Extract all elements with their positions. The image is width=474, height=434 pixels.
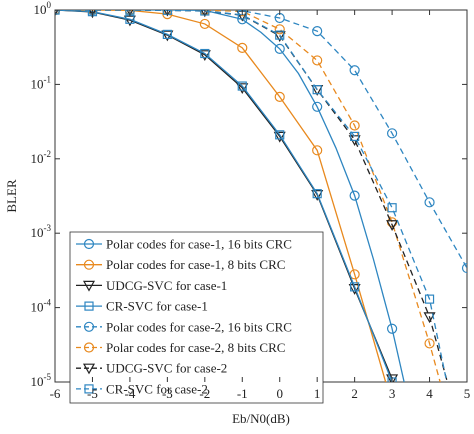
marker bbox=[84, 384, 94, 394]
y-axis-label: BLER bbox=[4, 179, 19, 213]
marker bbox=[82, 280, 96, 292]
marker bbox=[423, 312, 436, 324]
marker bbox=[424, 294, 435, 304]
legend-label: Polar codes for case-2, 8 bits CRC bbox=[106, 340, 285, 355]
series-line bbox=[55, 10, 448, 382]
marker bbox=[83, 259, 95, 270]
marker bbox=[83, 238, 95, 250]
marker bbox=[424, 338, 435, 349]
marker bbox=[162, 29, 172, 39]
y-tick-label: 10-3 bbox=[31, 223, 52, 240]
x-axis-label: Eb/N0(dB) bbox=[232, 411, 290, 426]
legend-box bbox=[69, 231, 324, 404]
marker bbox=[387, 203, 397, 213]
marker bbox=[311, 190, 324, 201]
marker bbox=[350, 131, 360, 142]
marker bbox=[83, 342, 95, 353]
y-tick-label: 10-1 bbox=[31, 74, 52, 91]
marker bbox=[386, 220, 399, 231]
marker bbox=[237, 81, 247, 91]
marker bbox=[312, 85, 322, 95]
marker bbox=[273, 131, 286, 143]
marker bbox=[386, 128, 398, 139]
marker bbox=[274, 24, 285, 35]
marker bbox=[273, 31, 286, 43]
legend-label: UDCG-SVC for case-1 bbox=[106, 278, 227, 293]
marker bbox=[237, 42, 248, 53]
marker bbox=[312, 26, 323, 37]
marker bbox=[312, 101, 323, 112]
marker bbox=[424, 197, 435, 208]
marker bbox=[312, 189, 322, 199]
marker bbox=[350, 282, 360, 292]
marker bbox=[275, 130, 285, 140]
marker bbox=[461, 262, 467, 274]
marker bbox=[386, 374, 399, 382]
marker bbox=[348, 284, 361, 295]
x-tick-label: -3 bbox=[162, 386, 173, 401]
legend-label: Polar codes for case-2, 16 bits CRC bbox=[106, 319, 292, 334]
marker bbox=[82, 363, 96, 375]
marker bbox=[312, 145, 323, 156]
x-tick-label: 0 bbox=[276, 386, 283, 401]
legend-label: CR-SVC for case-2 bbox=[106, 381, 208, 396]
x-tick-label: -2 bbox=[199, 386, 210, 401]
marker bbox=[83, 321, 95, 332]
marker bbox=[274, 91, 285, 102]
marker bbox=[200, 48, 210, 59]
y-tick-label: 10-2 bbox=[31, 149, 52, 166]
y-tick-label: 10-5 bbox=[31, 372, 52, 389]
y-tick-label: 10-4 bbox=[31, 298, 52, 315]
marker bbox=[349, 190, 360, 201]
marker bbox=[199, 18, 210, 30]
marker bbox=[312, 55, 323, 66]
y-tick-label: 100 bbox=[34, 0, 52, 17]
x-tick-label: -5 bbox=[87, 386, 98, 401]
series-line bbox=[55, 10, 467, 269]
legend-label: Polar codes for case-1, 8 bits CRC bbox=[106, 257, 285, 272]
marker bbox=[84, 301, 94, 311]
series-line bbox=[55, 10, 387, 382]
series-line bbox=[55, 10, 393, 382]
legend-label: Polar codes for case-1, 16 bits CRC bbox=[106, 237, 292, 252]
marker bbox=[349, 65, 360, 76]
series-line bbox=[55, 10, 405, 382]
x-tick-label: 4 bbox=[426, 386, 433, 401]
legend-label: CR-SVC for case-1 bbox=[106, 299, 208, 314]
marker bbox=[388, 400, 397, 409]
x-tick-label: -6 bbox=[50, 386, 61, 401]
marker bbox=[275, 30, 285, 40]
x-tick-label: 1 bbox=[314, 386, 321, 401]
x-tick-label: 2 bbox=[351, 386, 358, 401]
x-tick-label: 3 bbox=[389, 386, 396, 401]
legend-label: UDCG-SVC for case-2 bbox=[106, 361, 227, 376]
marker bbox=[274, 43, 285, 55]
legend: Polar codes for case-1, 16 bits CRC Polar… bbox=[69, 231, 324, 404]
x-tick-label: -4 bbox=[124, 386, 135, 401]
marker bbox=[386, 323, 398, 334]
x-tick-label: -1 bbox=[237, 386, 248, 401]
x-tick-label: 5 bbox=[464, 386, 471, 401]
marker bbox=[349, 120, 360, 131]
